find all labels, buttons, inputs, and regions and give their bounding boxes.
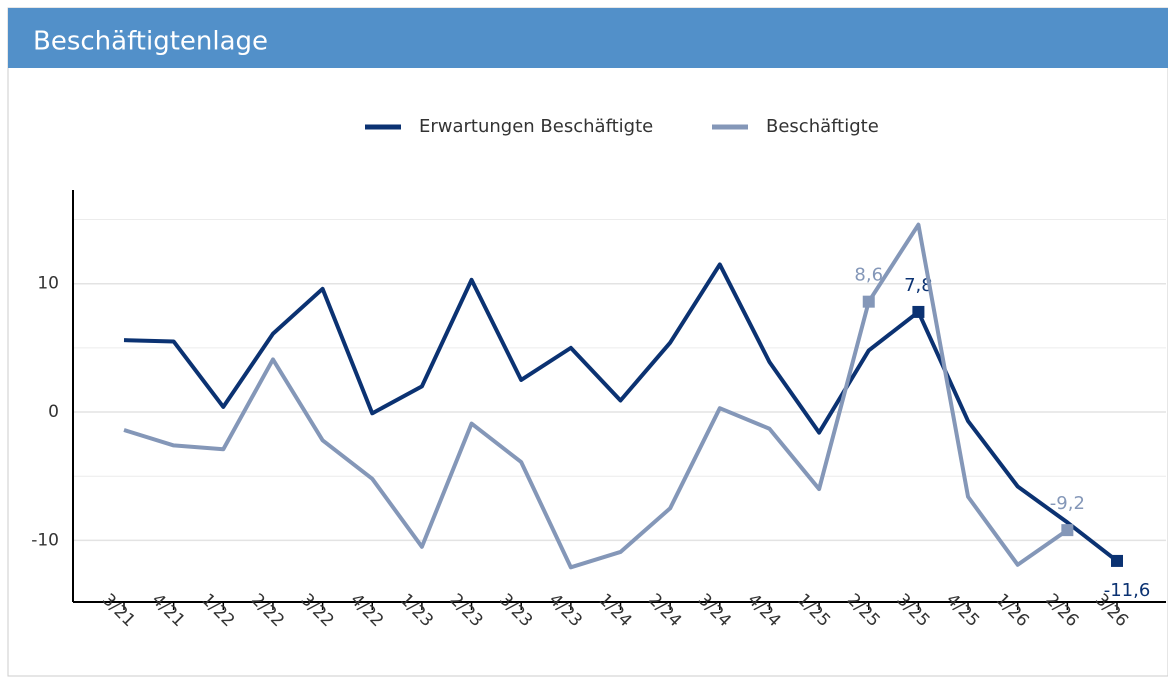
data-point [912, 305, 925, 318]
data-point [862, 295, 875, 308]
series-line [123, 222, 1069, 570]
data-point [1111, 554, 1123, 567]
legend-label: Erwartungen Beschäftigte [419, 116, 653, 137]
panel [7, 7, 1168, 677]
chart-title: Beschäftigtenlage [33, 27, 268, 57]
header [8, 8, 1168, 68]
y-tick-label: 0 [48, 402, 59, 422]
data-label: -9,2 [1050, 493, 1085, 514]
y-tick-label: -10 [31, 530, 59, 550]
series-line [123, 262, 1119, 563]
legend-label: Beschäftigte [766, 116, 879, 137]
data-label: 8,6 [854, 265, 883, 286]
data-point [1061, 524, 1074, 537]
y-tick-label: 10 [37, 274, 59, 294]
data-label: 7,8 [904, 275, 933, 296]
data-label: -11,6 [1104, 580, 1151, 601]
